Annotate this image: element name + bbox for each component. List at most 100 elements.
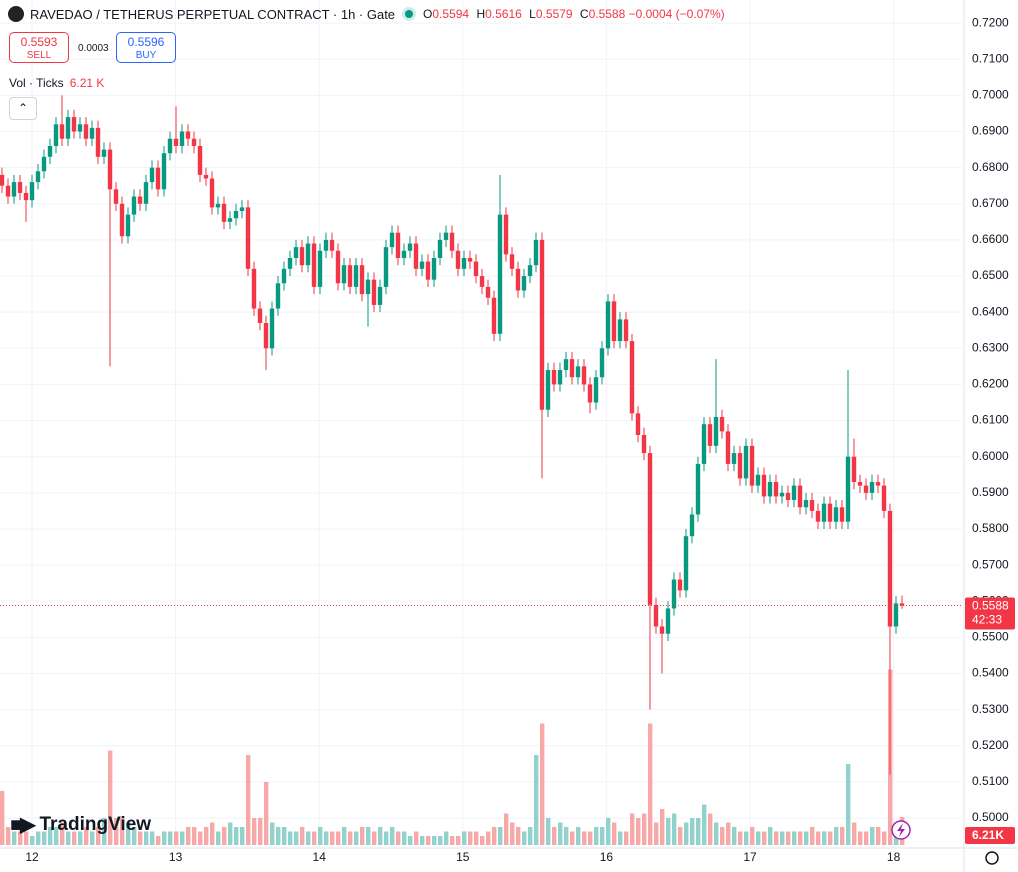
candle-body xyxy=(839,507,845,522)
volume-bar xyxy=(684,822,689,845)
candle-body xyxy=(131,196,137,215)
y-tick-label: 0.6200 xyxy=(972,377,1009,391)
volume-bar xyxy=(360,827,365,845)
candle-body xyxy=(881,485,887,511)
volume-bar xyxy=(540,723,545,845)
y-tick-label: 0.5500 xyxy=(972,630,1009,644)
candle-body xyxy=(509,254,515,269)
volume-bar xyxy=(6,827,11,845)
candle-body xyxy=(599,348,605,378)
volume-bar xyxy=(534,755,539,845)
candle-body xyxy=(899,603,905,606)
volume-bar xyxy=(270,822,275,845)
candle-body xyxy=(77,124,83,132)
x-tick-label: 15 xyxy=(456,850,470,864)
candle-body xyxy=(107,149,113,190)
change: −0.0004 (−0.07%) xyxy=(628,7,725,21)
volume-bar xyxy=(612,822,617,845)
candle-body xyxy=(395,232,401,258)
volume-bar xyxy=(876,827,881,845)
candle-body xyxy=(305,243,311,266)
volume-bar xyxy=(798,831,803,845)
y-tick-label: 0.6400 xyxy=(972,304,1009,318)
volume-bar xyxy=(378,827,383,845)
candle-body xyxy=(209,178,215,208)
candle-body xyxy=(323,239,329,251)
candle-body xyxy=(503,214,509,255)
volume-bar xyxy=(198,831,203,845)
candle-body xyxy=(743,445,749,479)
candle-body xyxy=(377,286,383,305)
candle-body xyxy=(173,138,179,146)
y-tick-label: 0.6500 xyxy=(972,268,1009,282)
candle-body xyxy=(485,286,491,298)
candle-body xyxy=(359,265,365,295)
candle-body xyxy=(665,608,671,634)
candle-body xyxy=(263,323,269,349)
candle-body xyxy=(869,481,875,493)
x-tick-label: 18 xyxy=(887,850,901,864)
volume-bar xyxy=(126,822,131,845)
candle-body xyxy=(851,456,857,482)
volume-bar xyxy=(246,755,251,845)
candle-body xyxy=(0,174,5,186)
volume-bar xyxy=(786,831,791,845)
candle-body xyxy=(233,211,239,219)
countdown: 42:33 xyxy=(972,613,1002,627)
y-tick-label: 0.6600 xyxy=(972,232,1009,246)
candle-body xyxy=(11,182,17,197)
collapse-button[interactable]: ⌃ xyxy=(9,97,37,120)
volume-bar xyxy=(54,827,59,845)
candle-body xyxy=(473,261,479,277)
volume-bar xyxy=(90,831,95,845)
volume-bar xyxy=(48,827,53,845)
ohlc-value: 0.5579 xyxy=(535,7,573,21)
volume-bar xyxy=(702,804,707,845)
y-tick-label: 0.7000 xyxy=(972,88,1009,102)
volume-bar xyxy=(174,831,179,845)
volume-bar xyxy=(552,827,557,845)
volume-bar xyxy=(672,813,677,845)
candle-body xyxy=(419,261,425,269)
buy-button[interactable]: 0.5596 BUY xyxy=(116,32,176,63)
volume-bar xyxy=(780,831,785,845)
symbol-title[interactable]: RAVEDAO / TETHERUS PERPETUAL CONTRACT · … xyxy=(30,6,396,22)
candle-body xyxy=(275,283,281,309)
volume-value: 6.21 K xyxy=(69,76,105,90)
x-tick-label: 16 xyxy=(600,850,614,864)
symbol-logo xyxy=(8,6,24,22)
volume-bar xyxy=(408,836,413,845)
candle-body xyxy=(23,192,29,201)
volume-bar xyxy=(492,827,497,845)
candle-body xyxy=(299,247,305,266)
volume-bar xyxy=(168,831,173,845)
volume-bar xyxy=(582,831,587,845)
candle-body xyxy=(833,507,839,522)
volume-bar xyxy=(630,813,635,845)
candle-body xyxy=(479,276,485,287)
candle-body xyxy=(515,268,521,291)
volume-bar xyxy=(30,836,35,845)
candle-body xyxy=(491,297,497,334)
volume-bar xyxy=(738,831,743,845)
sell-button[interactable]: 0.5593 SELL xyxy=(9,32,69,63)
volume-bar xyxy=(450,836,455,845)
volume-bar xyxy=(222,827,227,845)
volume-bar xyxy=(366,827,371,845)
candle-body xyxy=(35,171,41,183)
y-tick-label: 0.5200 xyxy=(972,738,1009,752)
candle-body xyxy=(449,232,455,251)
x-tick-label: 12 xyxy=(25,850,39,864)
y-tick-label: 0.6300 xyxy=(972,340,1009,354)
volume-bar xyxy=(42,831,47,845)
candle-body xyxy=(413,243,419,269)
volume-bar xyxy=(648,723,653,845)
candle-body xyxy=(563,359,569,370)
y-tick-label: 0.6800 xyxy=(972,160,1009,174)
candle-body xyxy=(497,214,503,334)
volume-bar xyxy=(486,831,491,845)
x-tick-label: 14 xyxy=(313,850,327,864)
candle-body xyxy=(191,138,197,146)
